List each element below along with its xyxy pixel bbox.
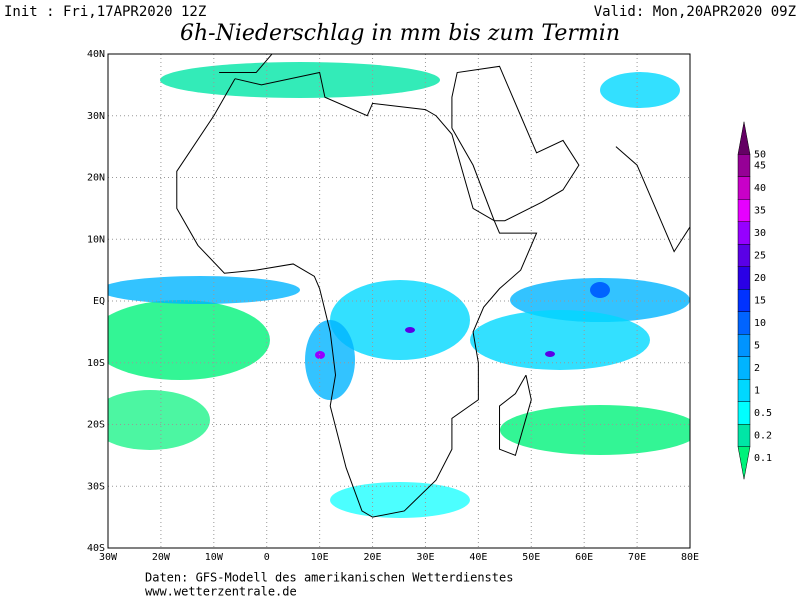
lon-label: 70E xyxy=(628,552,646,563)
colorbar-label: 30 xyxy=(754,228,766,239)
colorbar-label: 50 xyxy=(754,149,766,160)
footer-source: Daten: GFS-Modell des amerikanischen Wet… xyxy=(145,571,513,585)
colorbar-label: 0.1 xyxy=(754,453,772,464)
colorbar-label: 0.2 xyxy=(754,431,772,442)
lon-label: 50E xyxy=(522,552,540,563)
colorbar-label: 35 xyxy=(754,206,766,217)
colorbar-swatch xyxy=(737,154,751,177)
colorbar-label: 25 xyxy=(754,251,766,262)
lon-label: 0 xyxy=(264,552,270,563)
colorbar-swatch xyxy=(737,424,751,447)
colorbar-label: 45 xyxy=(754,161,766,172)
init-time: Init : Fri,17APR2020 12Z xyxy=(4,4,206,20)
colorbar-swatch xyxy=(737,176,751,200)
colorbar-swatch xyxy=(737,379,751,402)
valid-time: Valid: Mon,20APR2020 09Z xyxy=(594,4,796,20)
colorbar-swatch xyxy=(737,289,751,312)
lon-label: 60E xyxy=(575,552,593,563)
lat-label: 20N xyxy=(87,173,105,184)
lat-label: 20S xyxy=(87,420,105,431)
lon-label: 10W xyxy=(205,552,224,563)
colorbar-swatch xyxy=(737,446,751,480)
colorbar-label: 15 xyxy=(754,296,766,307)
lon-label: 30E xyxy=(416,552,434,563)
coastline xyxy=(451,65,580,222)
colorbar-label: 5 xyxy=(754,341,760,352)
lat-label: 40S xyxy=(87,543,105,554)
coastline xyxy=(499,374,532,457)
lat-label: 10N xyxy=(87,234,105,245)
lon-label: 10E xyxy=(311,552,329,563)
colorbar-label: 20 xyxy=(754,273,766,284)
colorbar-label: 0.5 xyxy=(754,408,772,419)
lat-label: 30S xyxy=(87,481,105,492)
coastline xyxy=(176,71,538,518)
footer-url: www.wetterzentrale.de xyxy=(145,585,297,599)
precipitation xyxy=(108,62,690,518)
lon-label: 40E xyxy=(469,552,487,563)
coastline xyxy=(615,146,690,253)
colorbar-label: 10 xyxy=(754,318,766,329)
colorbar-label: 40 xyxy=(754,183,766,194)
colorbar-swatch xyxy=(737,334,751,357)
lat-label: 40N xyxy=(87,49,105,60)
colorbar-swatch xyxy=(737,311,751,335)
lat-label: 10S xyxy=(87,358,105,369)
colorbar-swatch xyxy=(737,221,751,245)
colorbar-swatch xyxy=(737,199,751,222)
lon-label: 30W xyxy=(99,552,118,563)
colorbar-swatch xyxy=(737,121,751,155)
lat-label: 30N xyxy=(87,111,105,122)
lon-label: 20W xyxy=(152,552,171,563)
colorbar-swatch xyxy=(737,266,751,290)
map-frame xyxy=(107,53,691,549)
coastline xyxy=(219,54,273,74)
lon-label: 20E xyxy=(364,552,382,563)
colorbar-label: 2 xyxy=(754,363,760,374)
lon-label: 80E xyxy=(681,552,699,563)
colorbar-swatch xyxy=(737,401,751,425)
map-title: 6h-Niederschlag in mm bis zum Termin xyxy=(180,21,620,46)
lat-label: EQ xyxy=(93,296,105,307)
colorbar-swatch xyxy=(737,356,751,380)
colorbar-label: 1 xyxy=(754,386,760,397)
colorbar-swatch xyxy=(737,244,751,267)
